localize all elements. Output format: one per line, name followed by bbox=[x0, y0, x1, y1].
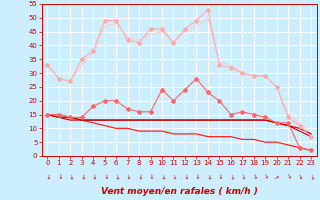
Text: ↘: ↘ bbox=[239, 174, 246, 180]
Text: ↘: ↘ bbox=[193, 173, 200, 181]
Text: ↘: ↘ bbox=[296, 174, 303, 180]
Text: ↘: ↘ bbox=[216, 173, 223, 181]
Text: ↘: ↘ bbox=[90, 173, 97, 181]
Text: ↘: ↘ bbox=[113, 173, 120, 181]
Text: ↘: ↘ bbox=[262, 174, 268, 180]
Text: ↘: ↘ bbox=[135, 173, 143, 181]
Text: ↘: ↘ bbox=[101, 173, 108, 181]
Text: ↘: ↘ bbox=[274, 174, 280, 180]
Text: ↘: ↘ bbox=[285, 174, 292, 180]
Text: ↘: ↘ bbox=[78, 173, 85, 181]
Text: ↘: ↘ bbox=[170, 174, 177, 180]
Text: ↘: ↘ bbox=[250, 174, 257, 180]
Text: ↘: ↘ bbox=[158, 173, 165, 181]
Text: ↘: ↘ bbox=[147, 173, 154, 181]
Text: ↘: ↘ bbox=[181, 173, 188, 181]
Text: ↘: ↘ bbox=[55, 173, 62, 181]
Text: ↘: ↘ bbox=[308, 173, 315, 181]
Text: ↘: ↘ bbox=[227, 173, 234, 181]
Text: Vent moyen/en rafales ( km/h ): Vent moyen/en rafales ( km/h ) bbox=[101, 186, 258, 196]
Text: ↘: ↘ bbox=[67, 173, 74, 181]
Text: ↘: ↘ bbox=[124, 174, 131, 180]
Text: ↘: ↘ bbox=[44, 173, 51, 181]
Text: ↘: ↘ bbox=[204, 173, 212, 181]
